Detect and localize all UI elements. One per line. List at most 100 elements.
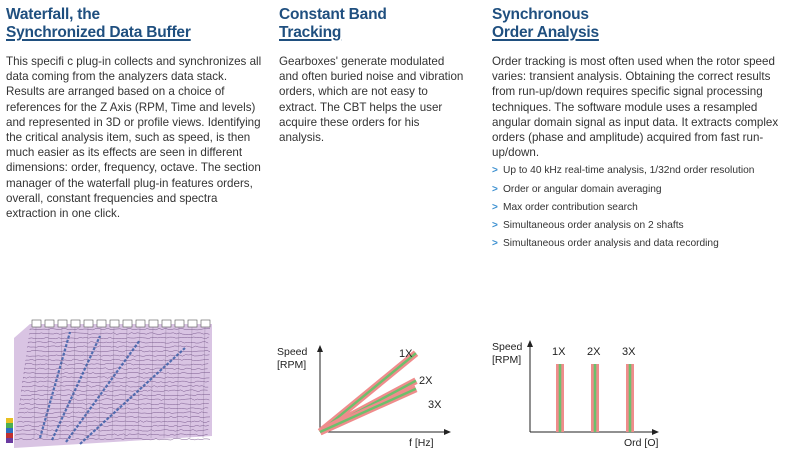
soa-bar-label-1X: 1X <box>552 346 566 358</box>
waterfall-tick-box <box>161 319 172 328</box>
waterfall-tick-box <box>70 319 81 328</box>
waterfall-slice <box>29 327 211 331</box>
soa-y-label-2: [RPM] <box>492 354 521 366</box>
soa-bar-center-2X <box>593 364 597 432</box>
waterfall-color-legend-swatch <box>6 423 13 428</box>
soa-y-label-1: Speed <box>492 341 523 353</box>
waterfall-tick-box <box>174 319 185 328</box>
soa-bullet-list: > Up to 40 kHz real-time analysis, 1/32nd… <box>492 164 784 250</box>
waterfall-tick-box <box>83 319 94 328</box>
waterfall-order-trace <box>38 331 72 439</box>
soa-bullet-item: > Max order contribution search <box>492 201 784 214</box>
waterfall-slice <box>20 398 210 401</box>
bullet-arrow-icon: > <box>492 165 498 177</box>
soa-body: Order tracking is most often used when t… <box>492 55 779 160</box>
waterfall-body: This specifi c plug-in collects and sync… <box>6 55 262 221</box>
waterfall-tick-box <box>187 319 198 328</box>
waterfall-order-trace <box>79 347 186 445</box>
soa-bullet-item: > Up to 40 kHz real-time analysis, 1/32nd… <box>492 164 784 177</box>
cbt-series-group: 1X 2X 3X <box>317 348 442 436</box>
waterfall-grid-line <box>85 326 89 439</box>
waterfall-tick-box <box>57 319 68 328</box>
waterfall-color-legend-swatch <box>6 418 13 423</box>
waterfall-title-line2: Synchronized Data Buffer <box>6 24 191 41</box>
soa-bullet-item: > Order or angular domain averaging <box>492 183 784 196</box>
waterfall-grid-line <box>150 326 154 439</box>
soa-bar-label-3X: 3X <box>622 346 636 358</box>
waterfall-slice <box>23 371 211 375</box>
waterfall-color-legend-swatch <box>6 428 13 433</box>
cbt-series-line-3X <box>319 387 417 434</box>
cbt-series-label-1X: 1X <box>399 348 413 360</box>
soa-chart: Speed [RPM] 1X 2X 3X Ord [O] <box>492 340 659 449</box>
waterfall-grid-line <box>124 326 128 439</box>
waterfall-grid-line <box>72 326 76 439</box>
waterfall-grid-line <box>137 326 141 439</box>
bullet-arrow-icon: > <box>492 201 498 213</box>
waterfall-slice <box>16 424 209 428</box>
cbt-body: Gearboxes' generate modulated and often … <box>279 55 464 145</box>
soa-bar-center-1X <box>558 364 562 432</box>
waterfall-grid-line <box>46 326 50 439</box>
bullet-arrow-icon: > <box>492 238 498 250</box>
waterfall-grid-line <box>59 326 63 439</box>
waterfall-slice <box>15 429 209 432</box>
soa-title-line1: Synchronous <box>492 6 589 23</box>
waterfall-slice <box>25 358 209 362</box>
waterfall-slice <box>28 336 209 340</box>
cbt-series-line-1X <box>319 352 417 433</box>
soa-title: Synchronous Order Analysis <box>492 6 784 42</box>
waterfall-title-line1: Waterfall, the <box>6 6 100 23</box>
cbt-y-label-2: [RPM] <box>277 359 306 371</box>
waterfall-slice <box>27 345 208 348</box>
waterfall-order-trace <box>51 335 101 441</box>
soa-bullet-item: > Simultaneous order analysis on 2 shafts <box>492 219 784 232</box>
soa-series-group: 1X 2X 3X <box>552 346 636 432</box>
soa-y-axis-arrow-icon <box>527 340 533 347</box>
waterfall-section: Waterfall, the Synchronized Data Buffer … <box>6 6 264 221</box>
waterfall-grid-line <box>189 326 193 439</box>
cbt-series-label-3X: 3X <box>428 399 442 411</box>
waterfall-order-trace <box>65 339 141 443</box>
cbt-section: Constant Band Tracking Gearboxes' genera… <box>279 6 464 145</box>
waterfall-slice <box>21 385 209 388</box>
soa-bullet-text: Simultaneous order analysis and data rec… <box>503 238 719 250</box>
waterfall-slice <box>26 349 211 353</box>
waterfall-slice <box>24 363 209 366</box>
waterfall-tick-box <box>96 319 107 328</box>
waterfall-3d-plot-image <box>6 319 212 448</box>
waterfall-tick-box <box>135 319 146 328</box>
waterfall-slice <box>20 393 211 397</box>
waterfall-grid-line <box>111 326 115 439</box>
waterfall-title: Waterfall, the Synchronized Data Buffer <box>6 6 264 42</box>
waterfall-tick-box <box>122 319 133 328</box>
waterfall-color-legend-swatch <box>6 433 13 438</box>
soa-x-axis-arrow-icon <box>652 429 659 435</box>
waterfall-grid-line <box>163 326 167 439</box>
cbt-title-line1: Constant Band <box>279 6 387 23</box>
waterfall-tick-box <box>200 319 211 328</box>
cbt-chart: Speed [RPM] 1X 2X 3X f [Hz] <box>277 345 451 449</box>
soa-bullet-text: Simultaneous order analysis on 2 shafts <box>503 219 684 231</box>
waterfall-grid-line <box>176 326 180 439</box>
waterfall-tick-box <box>148 319 159 328</box>
cbt-y-label-1: Speed <box>277 346 308 358</box>
waterfall-tick-box <box>31 319 42 328</box>
waterfall-slice <box>27 341 209 344</box>
cbt-y-axis-arrow-icon <box>317 345 323 352</box>
soa-x-label: Ord [O] <box>624 437 659 449</box>
waterfall-slice <box>22 380 209 384</box>
soa-bar-center-3X <box>628 364 632 432</box>
soa-section: Synchronous Order Analysis Order trackin… <box>492 6 784 255</box>
soa-bar-label-2X: 2X <box>587 346 601 358</box>
soa-title-line2: Order Analysis <box>492 24 599 41</box>
cbt-series-label-2X: 2X <box>419 375 433 387</box>
waterfall-slice <box>15 433 208 436</box>
waterfall-slice <box>17 420 210 423</box>
cbt-x-axis-arrow-icon <box>444 429 451 435</box>
soa-bullet-item: > Simultaneous order analysis and data re… <box>492 237 784 250</box>
waterfall-tick-box <box>109 319 120 328</box>
bullet-arrow-icon: > <box>492 219 498 231</box>
waterfall-color-legend-swatch <box>6 438 13 443</box>
cbt-title-line2: Tracking <box>279 24 342 41</box>
